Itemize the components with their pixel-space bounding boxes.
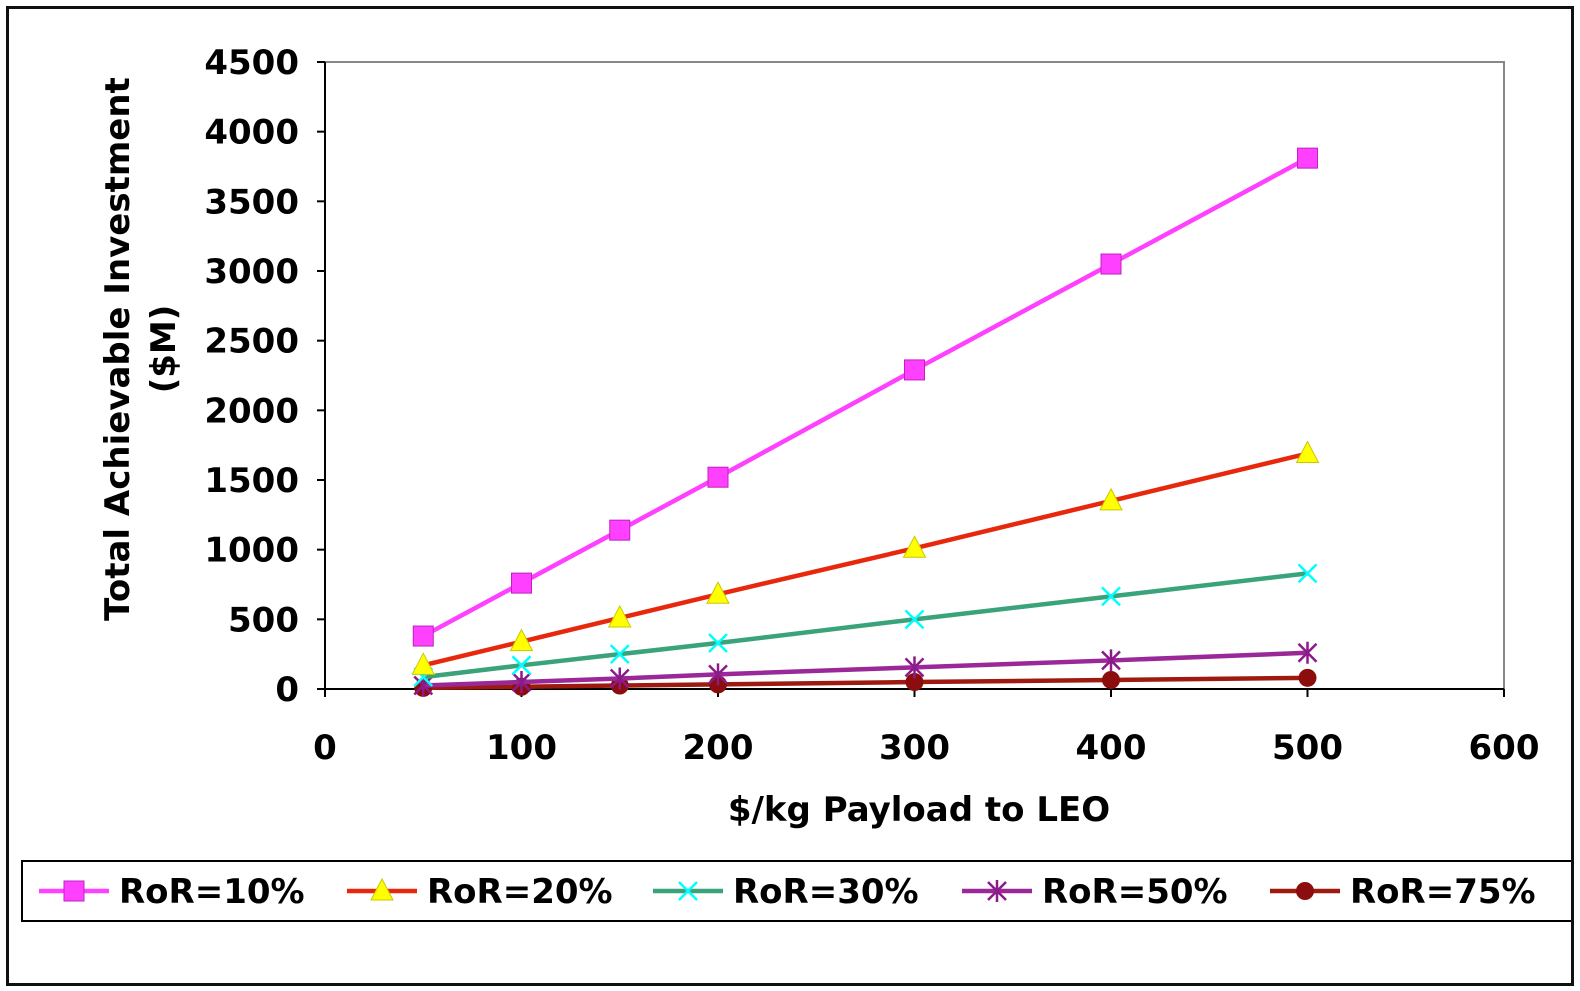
data-point (1101, 586, 1121, 607)
y-tick-label: 1000 (204, 531, 299, 571)
series-line (422, 451, 1309, 668)
y-axis-title-line1: Total Achievable Investment (98, 77, 138, 621)
y-tick-label: 3500 (204, 182, 299, 222)
data-point (609, 519, 631, 541)
legend-label: RoR=75% (1350, 872, 1536, 912)
legend-label: RoR=50% (1042, 872, 1228, 912)
chart-frame: 0 500 1000 1500 2000 2500 3000 3500 4000 4500 0 100… (6, 6, 1574, 986)
y-tick-label: 2000 (204, 391, 299, 431)
x-tick-label: 0 (313, 728, 337, 768)
x-tick-label: 600 (1469, 728, 1540, 768)
y-tick-label: 3000 (204, 252, 299, 292)
x-tick-label: 100 (486, 728, 557, 768)
legend-marker (678, 881, 698, 901)
series-line (422, 156, 1309, 639)
data-point (905, 673, 924, 692)
data-point (1295, 440, 1320, 464)
data-point (607, 604, 632, 628)
data-point (1099, 487, 1123, 511)
data-point (412, 625, 434, 647)
data-point (609, 667, 630, 690)
data-point (1297, 147, 1318, 169)
data-point (707, 466, 729, 488)
data-point (1298, 668, 1317, 687)
legend-marker (987, 880, 1007, 902)
data-point (904, 656, 925, 679)
x-tick-label: 200 (683, 728, 754, 768)
data-point (509, 628, 534, 652)
data-point (511, 572, 532, 594)
data-point (1101, 649, 1121, 672)
data-point (511, 655, 532, 676)
data-point (708, 663, 728, 686)
legend-marker (1296, 882, 1314, 900)
line-chart: 0 500 1000 1500 2000 2500 3000 3500 4000 4500 0 100… (21, 43, 1571, 922)
legend-marker (63, 880, 85, 902)
data-point (902, 535, 927, 558)
y-tick-label: 0 (275, 670, 299, 710)
data-point (609, 644, 630, 665)
x-tick-label: 300 (879, 728, 950, 768)
data-point (1100, 253, 1122, 275)
legend-marker (370, 877, 394, 901)
data-point (904, 359, 925, 381)
y-axis-title-line2: ($M) (144, 305, 184, 394)
data-point (904, 609, 925, 630)
x-tick-label: 400 (1076, 728, 1147, 768)
legend-label: RoR=30% (733, 872, 919, 912)
legend-label: RoR=20% (427, 872, 613, 912)
data-point (1297, 641, 1318, 664)
data-point (411, 652, 436, 675)
legend: RoR=10% RoR=20% RoR=30% RoR=50% RoR=75% (21, 860, 1571, 922)
data-point (1297, 563, 1318, 584)
data-point (511, 671, 532, 694)
data-point (708, 633, 728, 653)
data-point (706, 581, 730, 604)
data-point (1102, 670, 1120, 689)
x-tick-label: 500 (1272, 728, 1343, 768)
y-tick-label: 4000 (204, 113, 299, 153)
x-axis-title: $/kg Payload to LEO (728, 790, 1110, 830)
y-tick-label: 4500 (204, 43, 299, 83)
y-tick-label: 2500 (204, 322, 299, 362)
plot-area: 0 500 1000 1500 2000 2500 3000 3500 4000 4500 0 100… (204, 43, 1539, 768)
y-tick-label: 500 (228, 600, 299, 640)
legend-label: RoR=10% (119, 872, 305, 912)
series-line (422, 571, 1308, 680)
y-tick-label: 1500 (204, 461, 299, 501)
